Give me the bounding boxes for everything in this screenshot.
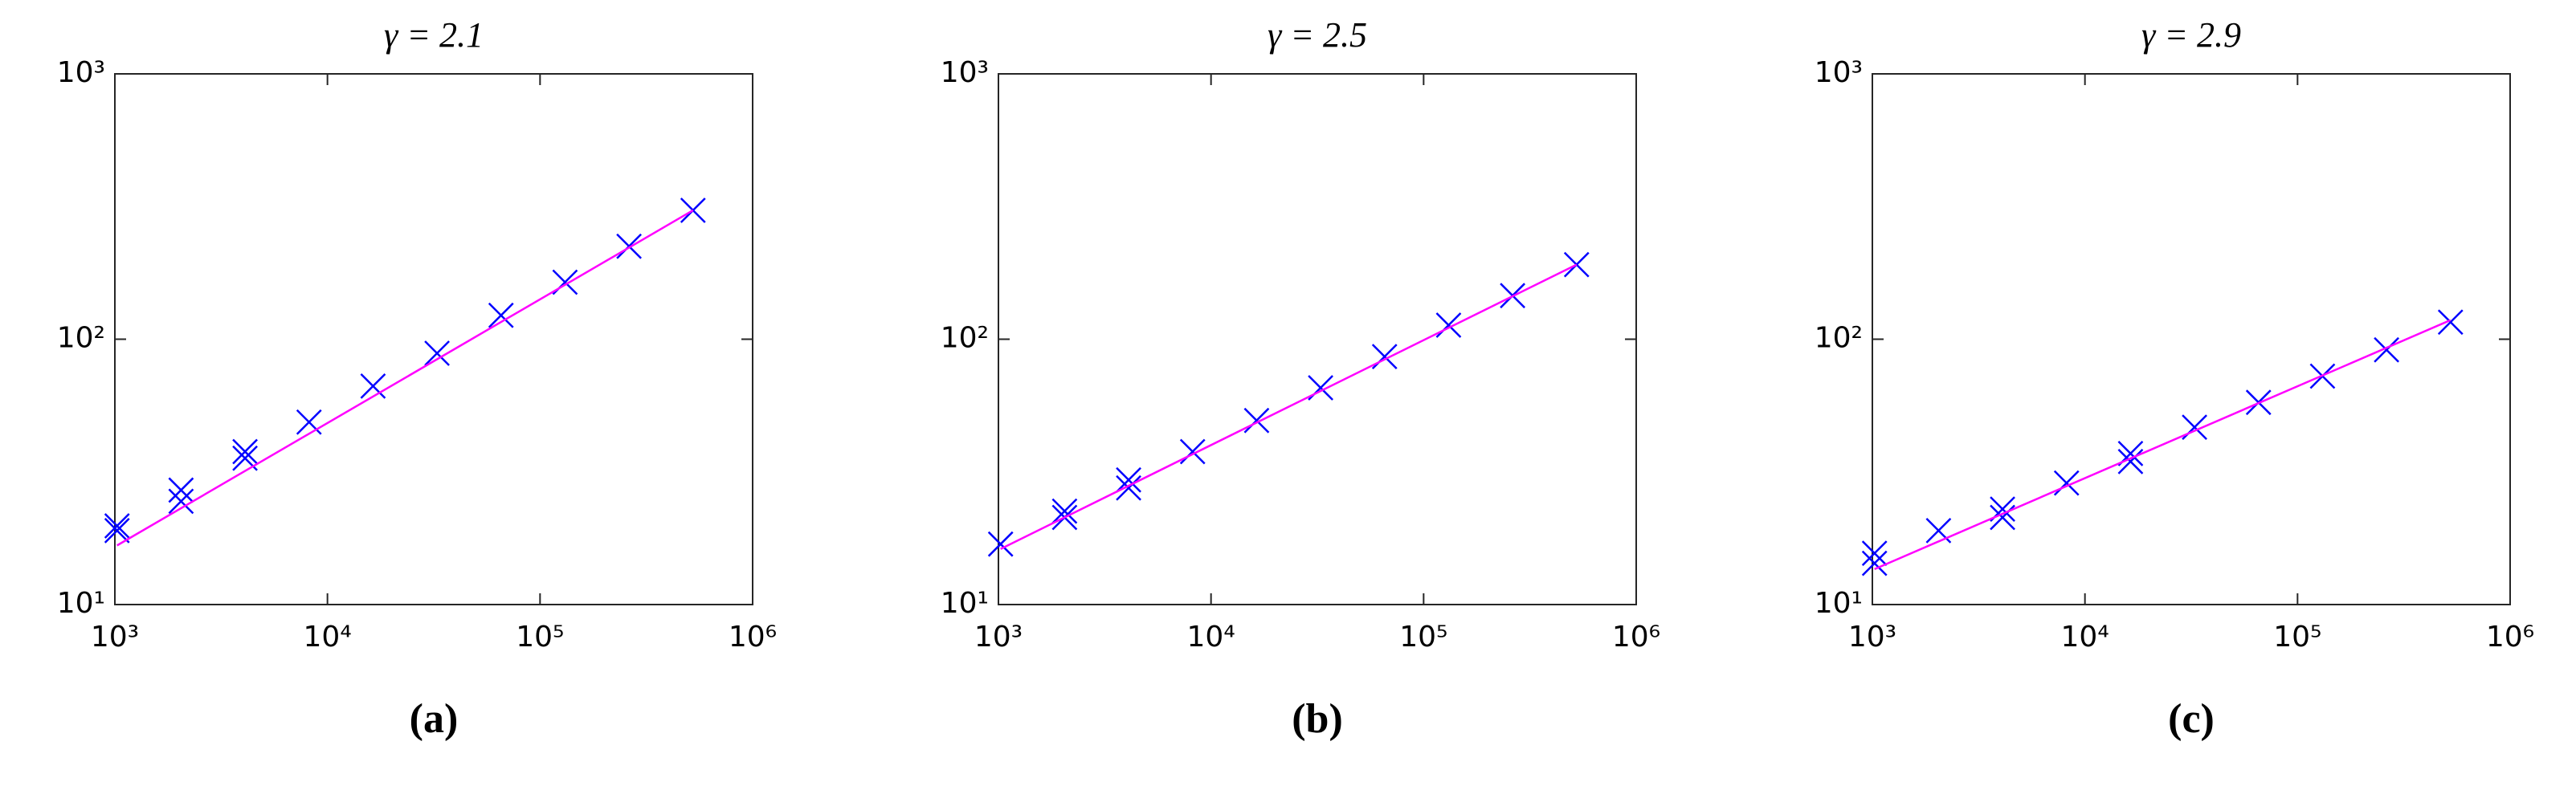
data-point: [1435, 312, 1462, 338]
data-point: [168, 477, 194, 503]
x-tick-label: 10³: [1848, 621, 1896, 654]
plot-area: [998, 73, 1637, 605]
plot-area: [1872, 73, 2511, 605]
x-tick-label: 10⁶: [729, 621, 777, 654]
y-tick-label: 10¹: [1815, 587, 1863, 620]
caption: (c): [2168, 696, 2215, 742]
y-tick-label: 10¹: [57, 587, 105, 620]
fit-line: [1000, 263, 1578, 550]
x-tick-label: 10⁵: [2273, 621, 2321, 654]
data-point: [1116, 474, 1141, 501]
panel: γ = 2.9 (c) 10³ 10⁴ 10⁵ 10⁶ 10¹ 10² 10³: [1815, 15, 2534, 742]
chart-title: γ = 2.9: [2141, 15, 2241, 55]
y-tick-label: 10²: [941, 322, 989, 355]
plot-area: [114, 73, 753, 605]
y-tick-label: 10¹: [941, 587, 989, 620]
x-tick-label: 10⁵: [1399, 621, 1447, 654]
data-point: [1861, 550, 1888, 576]
data-point: [360, 373, 386, 399]
data-point: [1116, 466, 1141, 493]
data-point: [987, 531, 1014, 557]
chart-title: γ = 2.5: [1268, 15, 1367, 55]
x-tick-label: 10⁴: [1187, 621, 1235, 654]
x-tick-label: 10⁵: [516, 621, 564, 654]
y-tick-label: 10³: [941, 56, 989, 89]
y-tick-label: 10³: [57, 56, 105, 89]
data-point: [2374, 336, 2399, 363]
data-point: [1563, 251, 1590, 278]
x-tick-label: 10³: [91, 621, 139, 654]
y-tick-label: 10³: [1815, 56, 1863, 89]
data-point: [104, 513, 130, 539]
data-point: [1371, 344, 1398, 370]
panel: γ = 2.5 (b) 10³ 10⁴ 10⁵ 10⁶ 10¹ 10² 10³: [941, 15, 1660, 742]
x-tick-label: 10⁴: [2061, 621, 2109, 654]
data-point: [104, 517, 130, 544]
data-point: [168, 488, 194, 515]
data-point: [1243, 407, 1270, 434]
chart-title: γ = 2.1: [384, 15, 484, 55]
caption: (a): [410, 696, 459, 742]
data-point: [488, 302, 514, 328]
fit-line: [116, 209, 694, 547]
data-point: [1861, 540, 1888, 567]
x-tick-label: 10⁶: [1612, 621, 1660, 654]
panel: γ = 2.1 (a) 10³ 10⁴ 10⁵ 10⁶ 10¹ 10² 10³: [57, 15, 777, 742]
data-point: [2053, 470, 2080, 496]
fit-line: [1874, 319, 2451, 571]
x-tick-label: 10³: [974, 621, 1023, 654]
data-point: [2437, 309, 2464, 336]
x-tick-label: 10⁶: [2486, 621, 2534, 654]
caption: (b): [1292, 696, 1343, 742]
data-point: [1179, 438, 1206, 465]
data-point: [232, 438, 258, 465]
data-point: [424, 340, 450, 366]
x-tick-label: 10⁴: [304, 621, 352, 654]
y-tick-label: 10²: [1815, 322, 1863, 355]
data-point: [2117, 448, 2144, 474]
data-point: [616, 233, 642, 259]
data-point: [1051, 498, 1078, 524]
y-tick-label: 10²: [57, 322, 105, 355]
